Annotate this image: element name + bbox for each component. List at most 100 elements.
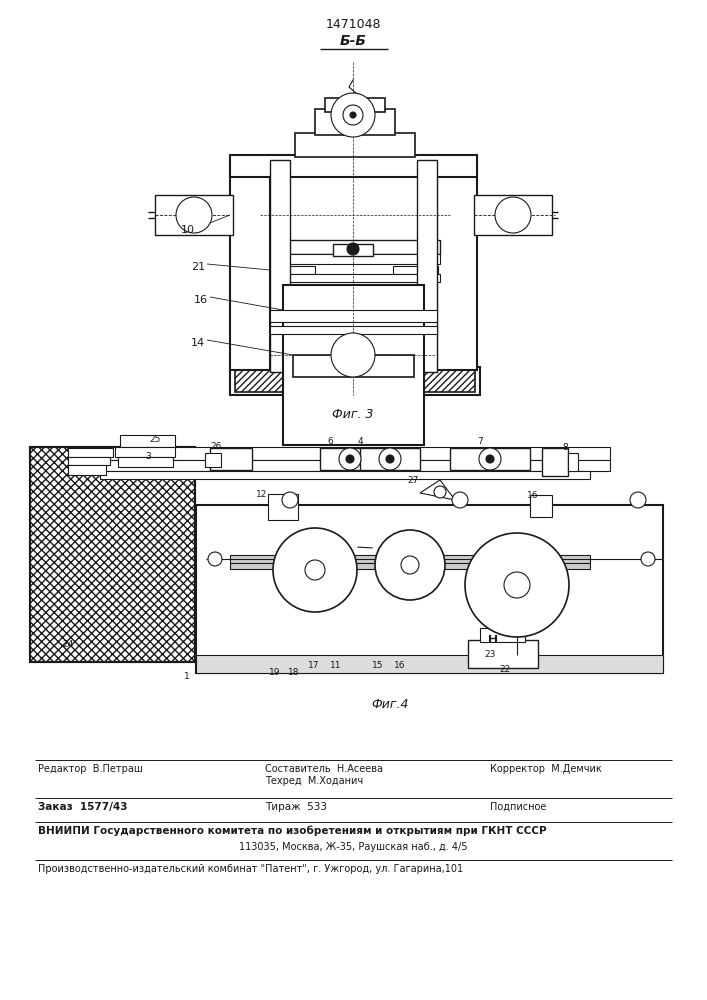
Text: 7: 7 bbox=[477, 437, 483, 446]
Bar bbox=[100, 471, 590, 479]
Text: 16: 16 bbox=[194, 295, 208, 305]
Bar bbox=[205, 453, 221, 467]
Circle shape bbox=[465, 533, 569, 637]
Text: Составитель  Н.Асеева: Составитель Н.Асеева bbox=[265, 764, 383, 774]
Circle shape bbox=[630, 492, 646, 508]
Bar bbox=[480, 628, 525, 642]
Bar bbox=[333, 244, 373, 256]
Bar bbox=[530, 495, 552, 517]
Circle shape bbox=[504, 572, 530, 598]
Bar bbox=[315, 109, 395, 135]
Bar bbox=[68, 448, 113, 457]
Bar bbox=[270, 240, 440, 254]
Bar bbox=[270, 310, 437, 322]
Text: 15: 15 bbox=[373, 661, 384, 670]
Bar bbox=[230, 160, 270, 370]
Text: 4: 4 bbox=[357, 437, 363, 446]
Bar bbox=[468, 640, 538, 668]
Circle shape bbox=[331, 93, 375, 137]
Circle shape bbox=[208, 552, 222, 566]
Bar bbox=[115, 447, 175, 457]
Circle shape bbox=[386, 455, 394, 463]
Circle shape bbox=[641, 552, 655, 566]
Bar bbox=[270, 160, 290, 372]
Text: 1471048: 1471048 bbox=[325, 18, 381, 31]
Text: 24: 24 bbox=[62, 640, 74, 649]
Text: Фиг. 3: Фиг. 3 bbox=[332, 408, 374, 421]
Text: 12: 12 bbox=[257, 490, 268, 499]
Bar bbox=[417, 160, 437, 372]
Bar bbox=[270, 266, 315, 274]
Bar bbox=[293, 355, 414, 377]
Text: 23: 23 bbox=[484, 650, 496, 659]
Circle shape bbox=[282, 492, 298, 508]
Text: 14: 14 bbox=[191, 338, 205, 348]
Text: 113035, Москва, Ж-35, Раушская наб., д. 4/5: 113035, Москва, Ж-35, Раушская наб., д. … bbox=[239, 842, 467, 852]
Bar bbox=[474, 195, 552, 235]
Text: 25: 25 bbox=[149, 435, 160, 444]
Circle shape bbox=[305, 560, 325, 580]
Text: 19: 19 bbox=[269, 668, 281, 677]
Bar bbox=[30, 447, 195, 662]
Bar bbox=[393, 266, 438, 274]
Text: 10: 10 bbox=[181, 225, 195, 235]
Bar bbox=[230, 555, 590, 563]
Text: Подписное: Подписное bbox=[490, 802, 547, 812]
Circle shape bbox=[331, 333, 375, 377]
Circle shape bbox=[434, 486, 446, 498]
Text: Б-Б: Б-Б bbox=[339, 34, 366, 48]
Bar bbox=[270, 326, 437, 334]
Bar bbox=[196, 655, 663, 673]
Text: ВНИИПИ Государственного комитета по изобретениям и открытиям при ГКНТ СССР: ВНИИПИ Государственного комитета по изоб… bbox=[38, 826, 547, 836]
Text: 21: 21 bbox=[191, 262, 205, 272]
Bar bbox=[118, 457, 173, 467]
Circle shape bbox=[273, 528, 357, 612]
Bar bbox=[295, 133, 415, 157]
Bar bbox=[235, 370, 475, 392]
Circle shape bbox=[350, 112, 356, 118]
Text: Фиг.4: Фиг.4 bbox=[371, 698, 409, 711]
Text: 27: 27 bbox=[407, 476, 419, 485]
Text: 16: 16 bbox=[395, 661, 406, 670]
Bar bbox=[568, 453, 578, 471]
Bar bbox=[68, 457, 110, 465]
Bar bbox=[437, 160, 477, 370]
Text: Редактор  В.Петраш: Редактор В.Петраш bbox=[38, 764, 143, 774]
Bar bbox=[542, 448, 568, 476]
Circle shape bbox=[401, 556, 419, 574]
Bar bbox=[196, 505, 663, 673]
Bar bbox=[320, 448, 380, 470]
Bar bbox=[270, 254, 440, 264]
Bar bbox=[230, 563, 590, 569]
Bar bbox=[100, 460, 610, 471]
Circle shape bbox=[495, 197, 531, 233]
Circle shape bbox=[452, 492, 468, 508]
Circle shape bbox=[346, 455, 354, 463]
Bar bbox=[360, 448, 420, 470]
Bar bbox=[230, 155, 477, 177]
Text: 16: 16 bbox=[527, 491, 539, 500]
Text: 6: 6 bbox=[327, 437, 333, 446]
Bar bbox=[283, 285, 424, 445]
Bar bbox=[68, 465, 106, 475]
Text: 8: 8 bbox=[562, 443, 568, 452]
Bar bbox=[325, 98, 385, 112]
Bar bbox=[210, 448, 252, 470]
Bar bbox=[120, 435, 175, 447]
Bar bbox=[230, 367, 480, 395]
Text: Производственно-издательский комбинат "Патент", г. Ужгород, ул. Гагарина,101: Производственно-издательский комбинат "П… bbox=[38, 864, 463, 874]
Text: 11: 11 bbox=[330, 661, 341, 670]
Text: 1: 1 bbox=[184, 672, 190, 681]
Text: 3: 3 bbox=[145, 452, 151, 461]
Bar bbox=[450, 448, 530, 470]
Bar bbox=[268, 494, 298, 520]
Text: Тираж  533: Тираж 533 bbox=[265, 802, 327, 812]
Text: Заказ  1577/43: Заказ 1577/43 bbox=[38, 802, 127, 812]
Text: 26: 26 bbox=[210, 442, 222, 451]
Text: 22: 22 bbox=[499, 665, 510, 674]
Circle shape bbox=[347, 243, 359, 255]
Circle shape bbox=[479, 448, 501, 470]
Circle shape bbox=[486, 455, 494, 463]
Text: Корректор  М.Демчик: Корректор М.Демчик bbox=[490, 764, 602, 774]
Bar bbox=[30, 447, 195, 662]
